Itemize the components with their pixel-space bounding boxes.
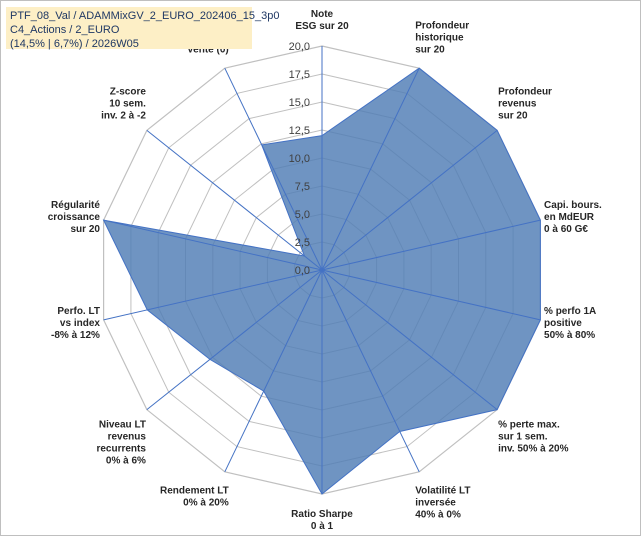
portfolio-name: PTF_08_Val / ADAMMixGV_2_EURO_202406_15_… (10, 10, 280, 22)
axis-spoke-4 (321, 269, 541, 321)
axis-spoke-6 (321, 269, 420, 473)
axis-label-line: inv. 50% à 20% (498, 443, 569, 454)
tick-label-5: 12,5 (289, 125, 310, 137)
axis-spoke-2 (321, 129, 498, 271)
asset-class: C4_Actions / 2_EURO (10, 24, 120, 36)
axis-label-line: 50% à 80% (544, 330, 595, 341)
axis-label-line: historique (415, 33, 464, 44)
tick-label-4: 10,0 (289, 153, 310, 165)
axis-label-line: Niveau LT (99, 419, 146, 430)
axis-spoke-11 (103, 219, 323, 271)
axis-label-line: sur 1 sem. (498, 431, 548, 442)
axis-label-line: % perfo 1A (544, 306, 596, 317)
axis-label-line: recurrents (96, 443, 146, 454)
axis-label-line: revenus (498, 99, 537, 110)
axis-label-line: Ratio Sharpe (291, 509, 353, 520)
axis-label-line: -8% à 12% (51, 330, 100, 341)
axis-label-line: Rendement LT (160, 485, 229, 496)
axis-label-3: Capi. bours. en MdEUR 0 à 60 G€ (544, 200, 602, 235)
axis-label-1: Profondeur historique sur 20 (415, 21, 469, 56)
axis-label-4: % perfo 1A positive 50% à 80% (544, 306, 596, 341)
axis-label-line: positive (544, 318, 582, 329)
axis-label-12: Z-score 10 sem. inv. 2 à -2 (101, 87, 146, 122)
axis-label-line: Z-score (110, 87, 147, 98)
tick-label-2: 5,0 (295, 209, 310, 221)
axis-label-line: sur 20 (498, 111, 528, 122)
axis-label-line: croissance (48, 212, 101, 223)
axis-label-line: ESG sur 20 (295, 21, 349, 32)
tick-label-8: 20,0 (289, 41, 310, 53)
axis-label-line: 10 sem. (109, 99, 146, 110)
axis-spoke-5 (321, 269, 498, 411)
axis-label-line: Note (311, 9, 334, 20)
axis-label-line: Vente (0) (187, 45, 229, 56)
axis-spoke-9 (146, 269, 323, 411)
axis-label-line: Profondeur (415, 21, 469, 32)
axis-spoke-12 (146, 129, 323, 271)
axis-label-5: % perte max. sur 1 sem. inv. 50% à 20% (498, 419, 569, 454)
axis-label-line: % perte max. (498, 419, 560, 430)
axis-label-line: Capi. bours. (544, 200, 602, 211)
axis-label-9: Niveau LT revenus recurrents 0% à 6% (96, 419, 146, 466)
tick-label-0: 0,0 (295, 265, 310, 277)
axis-spoke-8 (224, 269, 323, 473)
axis-label-line: 40% à 0% (415, 509, 461, 520)
axis-spoke-3 (321, 219, 541, 271)
axis-label-line: sur 20 (415, 45, 445, 56)
tick-label-6: 15,0 (289, 97, 310, 109)
tick-label-1: 2,5 (295, 237, 310, 249)
axis-label-line: Perfo. LT (57, 306, 100, 317)
axis-label-7: Ratio Sharpe 0 à 1 (291, 509, 353, 532)
axis-label-11: Régularité croissance sur 20 (48, 200, 101, 235)
tick-label-7: 17,5 (289, 69, 310, 81)
axis-label-line: Profondeur (498, 87, 552, 98)
axis-spoke-10 (103, 269, 323, 321)
tick-label-3: 7,5 (295, 181, 310, 193)
axis-label-line: inv. 2 à -2 (101, 111, 146, 122)
axis-label-0: Note ESG sur 20 (295, 9, 349, 32)
axis-label-line: 0% à 20% (183, 497, 229, 508)
axis-label-line: 0 à 1 (311, 521, 334, 532)
axis-spoke-1 (321, 67, 420, 271)
axis-label-line: vs index (60, 318, 100, 329)
axis-label-line: Volatilité LT (415, 485, 470, 496)
axis-label-8: Rendement LT 0% à 20% (160, 485, 229, 508)
portfolio-info-box: PTF_08_Val / ADAMMixGV_2_EURO_202406_15_… (6, 7, 280, 50)
axis-label-line: Régularité (51, 200, 100, 211)
axis-spoke-13 (224, 67, 323, 271)
axis-label-6: Volatilité LT inversée 40% à 0% (415, 485, 470, 520)
performance-period: (14,5% | 6,7%) / 2026W05 (10, 38, 139, 50)
axis-label-line: sur 20 (70, 224, 100, 235)
axis-label-line: 0 à 60 G€ (544, 224, 588, 235)
axis-label-line: revenus (108, 431, 147, 442)
axis-label-line: en MdEUR (544, 212, 595, 223)
axis-label-10: Perfo. LT vs index -8% à 12% (51, 306, 100, 341)
axis-label-2: Profondeur revenus sur 20 (498, 87, 552, 122)
axis-label-line: 0% à 6% (106, 455, 146, 466)
axis-label-line: inversée (415, 497, 456, 508)
